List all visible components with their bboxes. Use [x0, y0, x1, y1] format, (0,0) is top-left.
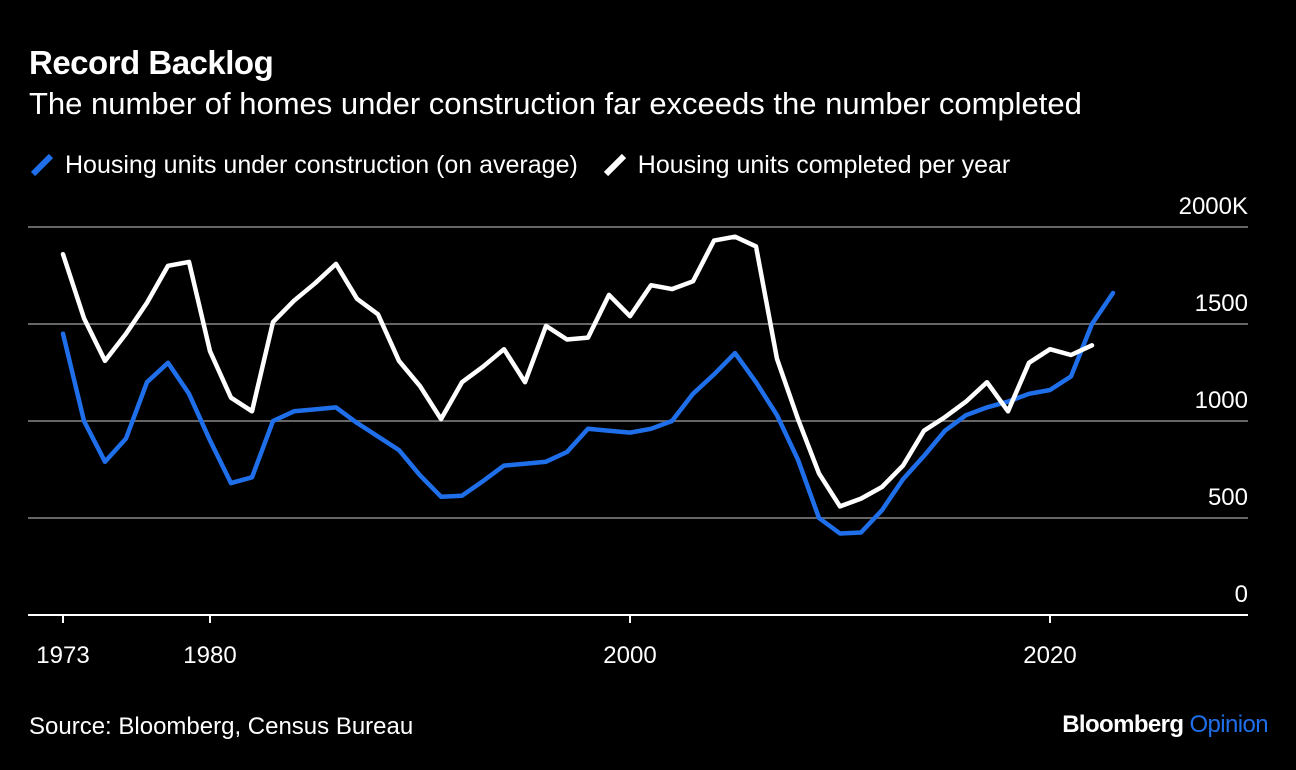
chart-subtitle: The number of homes under construction f…	[29, 86, 1082, 121]
legend-label-under-construction: Housing units under construction (on ave…	[65, 150, 578, 179]
source-note: Source: Bloomberg, Census Bureau	[29, 713, 414, 740]
grid-lines	[28, 226, 1248, 519]
x-tick-label-2000: 2000	[603, 642, 656, 669]
brand-section: Opinion	[1189, 711, 1268, 738]
chart-legend: Housing units under construction (on ave…	[29, 148, 1034, 182]
x-tick-label-1980: 1980	[183, 642, 236, 669]
legend-swatch-under-construction	[30, 153, 54, 177]
legend-item-under-construction: Housing units under construction (on ave…	[29, 151, 578, 180]
series-lines	[60, 234, 1116, 536]
x-tick-label-2020: 2020	[1023, 642, 1076, 669]
legend-item-completed: Housing units completed per year	[602, 151, 1010, 180]
brand-name: Bloomberg	[1062, 711, 1184, 738]
y-tick-label-0: 0	[1235, 581, 1248, 608]
y-tick-label-1500: 1500	[1195, 290, 1248, 317]
y-tick-label-500: 500	[1208, 484, 1248, 511]
series-line-under-construction	[60, 290, 1116, 536]
series-line-completed	[60, 234, 1095, 509]
x-axis	[28, 614, 1248, 623]
chart-title: Record Backlog	[29, 44, 274, 81]
y-tick-label-1000: 1000	[1195, 387, 1248, 414]
legend-label-completed: Housing units completed per year	[637, 150, 1011, 179]
x-tick-label-1973: 1973	[36, 642, 89, 669]
y-tick-label-2000: 2000K	[1179, 193, 1248, 220]
x-axis-tick-labels: 1973 1980 2000 2020	[36, 642, 1076, 669]
y-axis-tick-labels: 0 500 1000 1500 2000K	[1179, 193, 1248, 608]
brand-logo: Bloomberg Opinion	[1062, 711, 1268, 739]
legend-swatch-completed	[603, 153, 626, 177]
